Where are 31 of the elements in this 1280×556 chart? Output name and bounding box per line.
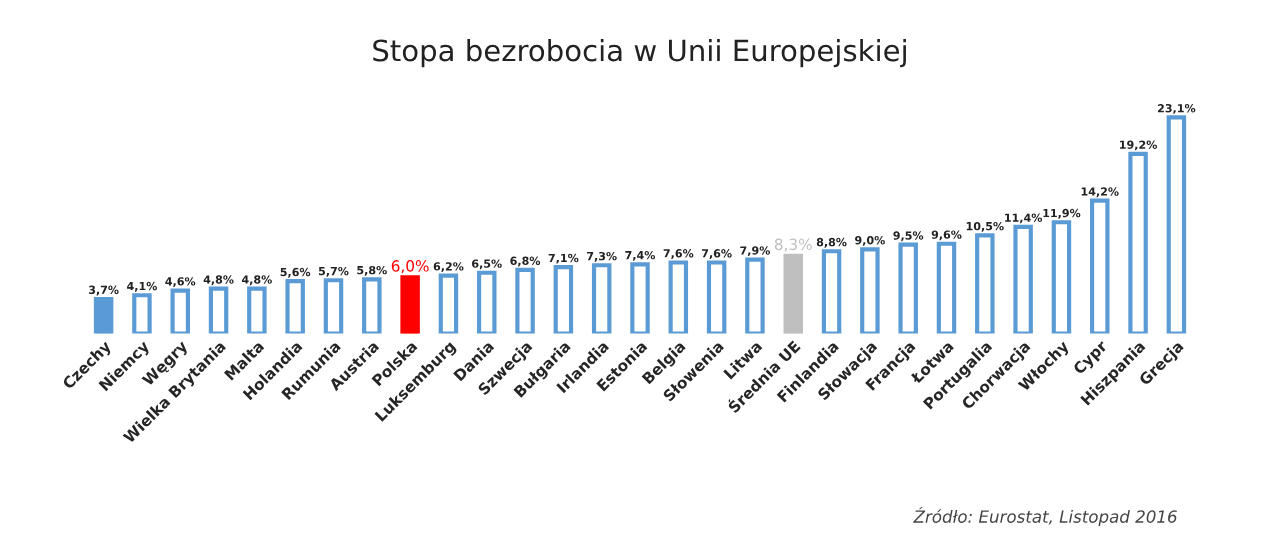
bar: [285, 279, 305, 334]
bar: [247, 286, 267, 334]
bar: [821, 249, 842, 334]
bar: [1090, 198, 1110, 334]
bar: [975, 233, 995, 334]
bar: [706, 260, 727, 334]
bar: [1013, 224, 1033, 334]
bar: [208, 286, 229, 334]
text: Źródło: Eurostat, Listopad 2016: [913, 507, 1177, 527]
bar: [745, 257, 765, 334]
bar: [783, 253, 803, 334]
bar: [438, 273, 459, 334]
bar: [132, 293, 152, 334]
bar: [400, 275, 420, 334]
chart-title: Stopa bezrobocia w Unii Europejskiej: [373, 38, 906, 68]
bar: [630, 262, 650, 334]
bar: [936, 241, 957, 334]
bar: [1051, 220, 1072, 334]
bar: [591, 263, 612, 334]
bar: [668, 260, 689, 334]
bar: [323, 278, 344, 334]
bar: [860, 247, 880, 334]
bar: [1166, 115, 1187, 334]
bar: [898, 242, 918, 334]
bar: [93, 296, 114, 334]
bar: [553, 265, 574, 334]
bar: [515, 267, 535, 334]
bar: [170, 288, 190, 334]
bar: [477, 270, 497, 334]
bar: [362, 277, 382, 334]
bar: [1128, 151, 1148, 334]
